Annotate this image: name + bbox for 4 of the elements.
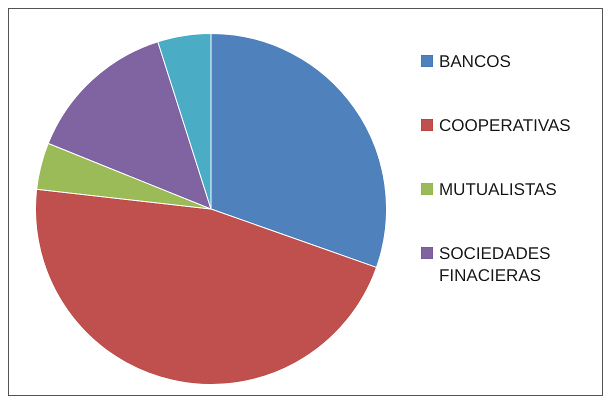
legend-label: MUTUALISTAS	[439, 179, 558, 201]
legend-label: SOCIEDADES FINACIERAS	[439, 243, 552, 287]
legend-label: COOPERATIVAS	[439, 115, 572, 137]
legend-label: BANCOS	[439, 51, 512, 73]
